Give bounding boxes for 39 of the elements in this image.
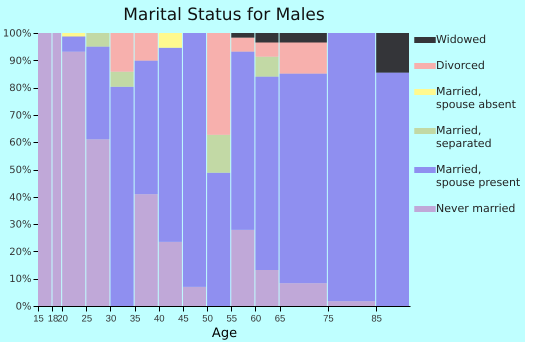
- y-tick-label: 90%: [9, 56, 32, 67]
- x-tick-label: 75: [323, 314, 334, 324]
- x-tick-label: 50: [202, 314, 213, 324]
- legend-label: Married, separated: [436, 124, 492, 150]
- y-tick-label: 20%: [9, 246, 32, 258]
- bar: [158, 33, 182, 48]
- y-tick-label: 30%: [9, 220, 32, 231]
- legend-label: Divorced: [436, 59, 485, 72]
- x-tick-label: 18: [48, 314, 58, 324]
- x-tick-label: 45: [178, 314, 189, 324]
- y-tick-label: 100%: [2, 28, 32, 40]
- bar: [255, 56, 279, 77]
- legend-label: Widowed: [436, 33, 486, 46]
- y-tick-label: 80%: [9, 83, 32, 94]
- x-tick-label: 15: [33, 314, 44, 324]
- bar: [86, 33, 110, 47]
- x-tick-label: 25: [82, 314, 92, 324]
- bar: [207, 134, 230, 173]
- chart-title: Marital Status for Males: [123, 5, 325, 25]
- legend-label: Never married: [436, 202, 516, 215]
- x-tick-label: 60: [250, 314, 262, 324]
- x-tick-label: 35: [130, 314, 140, 324]
- y-tick-label: 50%: [9, 165, 32, 176]
- legend-label: Married, spouse present: [436, 163, 521, 189]
- legend-label: Married, spouse absent: [436, 85, 517, 111]
- x-tick-label: 40: [154, 314, 165, 324]
- x-tick-label: 55: [226, 314, 238, 324]
- y-tick-label: 10%: [9, 274, 32, 286]
- y-tick-label: 60%: [9, 138, 32, 149]
- x-tick-label: 20: [57, 314, 68, 324]
- x-tick-label: 30: [106, 314, 116, 324]
- x-tick-label: 65: [274, 314, 286, 324]
- x-axis-title: Age: [212, 326, 238, 341]
- y-tick-label: 70%: [9, 110, 32, 122]
- x-tick-label: 85: [371, 314, 382, 324]
- bar: [62, 33, 86, 37]
- bar: [110, 72, 134, 87]
- y-tick-label: 0%: [16, 302, 32, 312]
- y-tick-label: 40%: [9, 192, 32, 204]
